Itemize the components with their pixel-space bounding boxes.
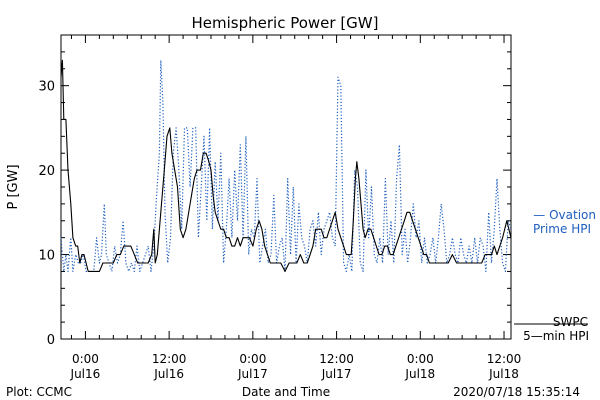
x-axis-label: Date and Time [242,385,330,399]
legend-swpc-label-2: 5—min HPI [523,329,589,343]
y-tick-label: 0 [47,333,55,348]
y-axis-label: P [GW] [6,164,21,209]
chart-title: Hemispheric Power [GW] [192,14,379,32]
x-tick-label-date: Jul17 [237,367,268,381]
series-line-ovation [60,59,512,272]
series-group [60,59,512,272]
x-tick-label: 12:00 [487,352,522,366]
x-tick-label: 0:00 [407,352,434,366]
x-tick-label-date: Jul16 [153,367,184,381]
x-tick-label: 12:00 [319,352,354,366]
x-tick-label: 12:00 [152,352,187,366]
legend-ovation: — Ovation Prime HPI [533,208,596,236]
y-axis: 0 10 20 30 [38,34,511,348]
legend-ovation-label-2: Prime HPI [533,222,591,236]
x-tick-label-date: Jul18 [404,367,435,381]
legend-swpc-label: SWPC [553,315,588,329]
y-tick-label: 30 [38,80,55,95]
legend-ovation-label: — Ovation [533,208,596,222]
x-tick-label-date: Jul18 [488,367,519,381]
x-tick-label: 0:00 [72,352,99,366]
legend-swpc: SWPC 5—min HPI [514,315,589,343]
series-line-swpc [60,59,512,272]
x-tick-label-date: Jul16 [70,367,101,381]
x-tick-label-date: Jul17 [321,367,352,381]
x-tick-label: 0:00 [239,352,266,366]
x-axis: 0:00Jul1612:00Jul160:00Jul1712:00Jul170:… [70,35,522,381]
plot-credit: Plot: CCMC [6,385,72,399]
y-tick-label: 10 [38,249,55,264]
y-tick-label: 20 [38,164,55,179]
plot-frame [60,34,512,340]
plot-timestamp: 2020/07/18 15:35:14 [453,385,580,399]
